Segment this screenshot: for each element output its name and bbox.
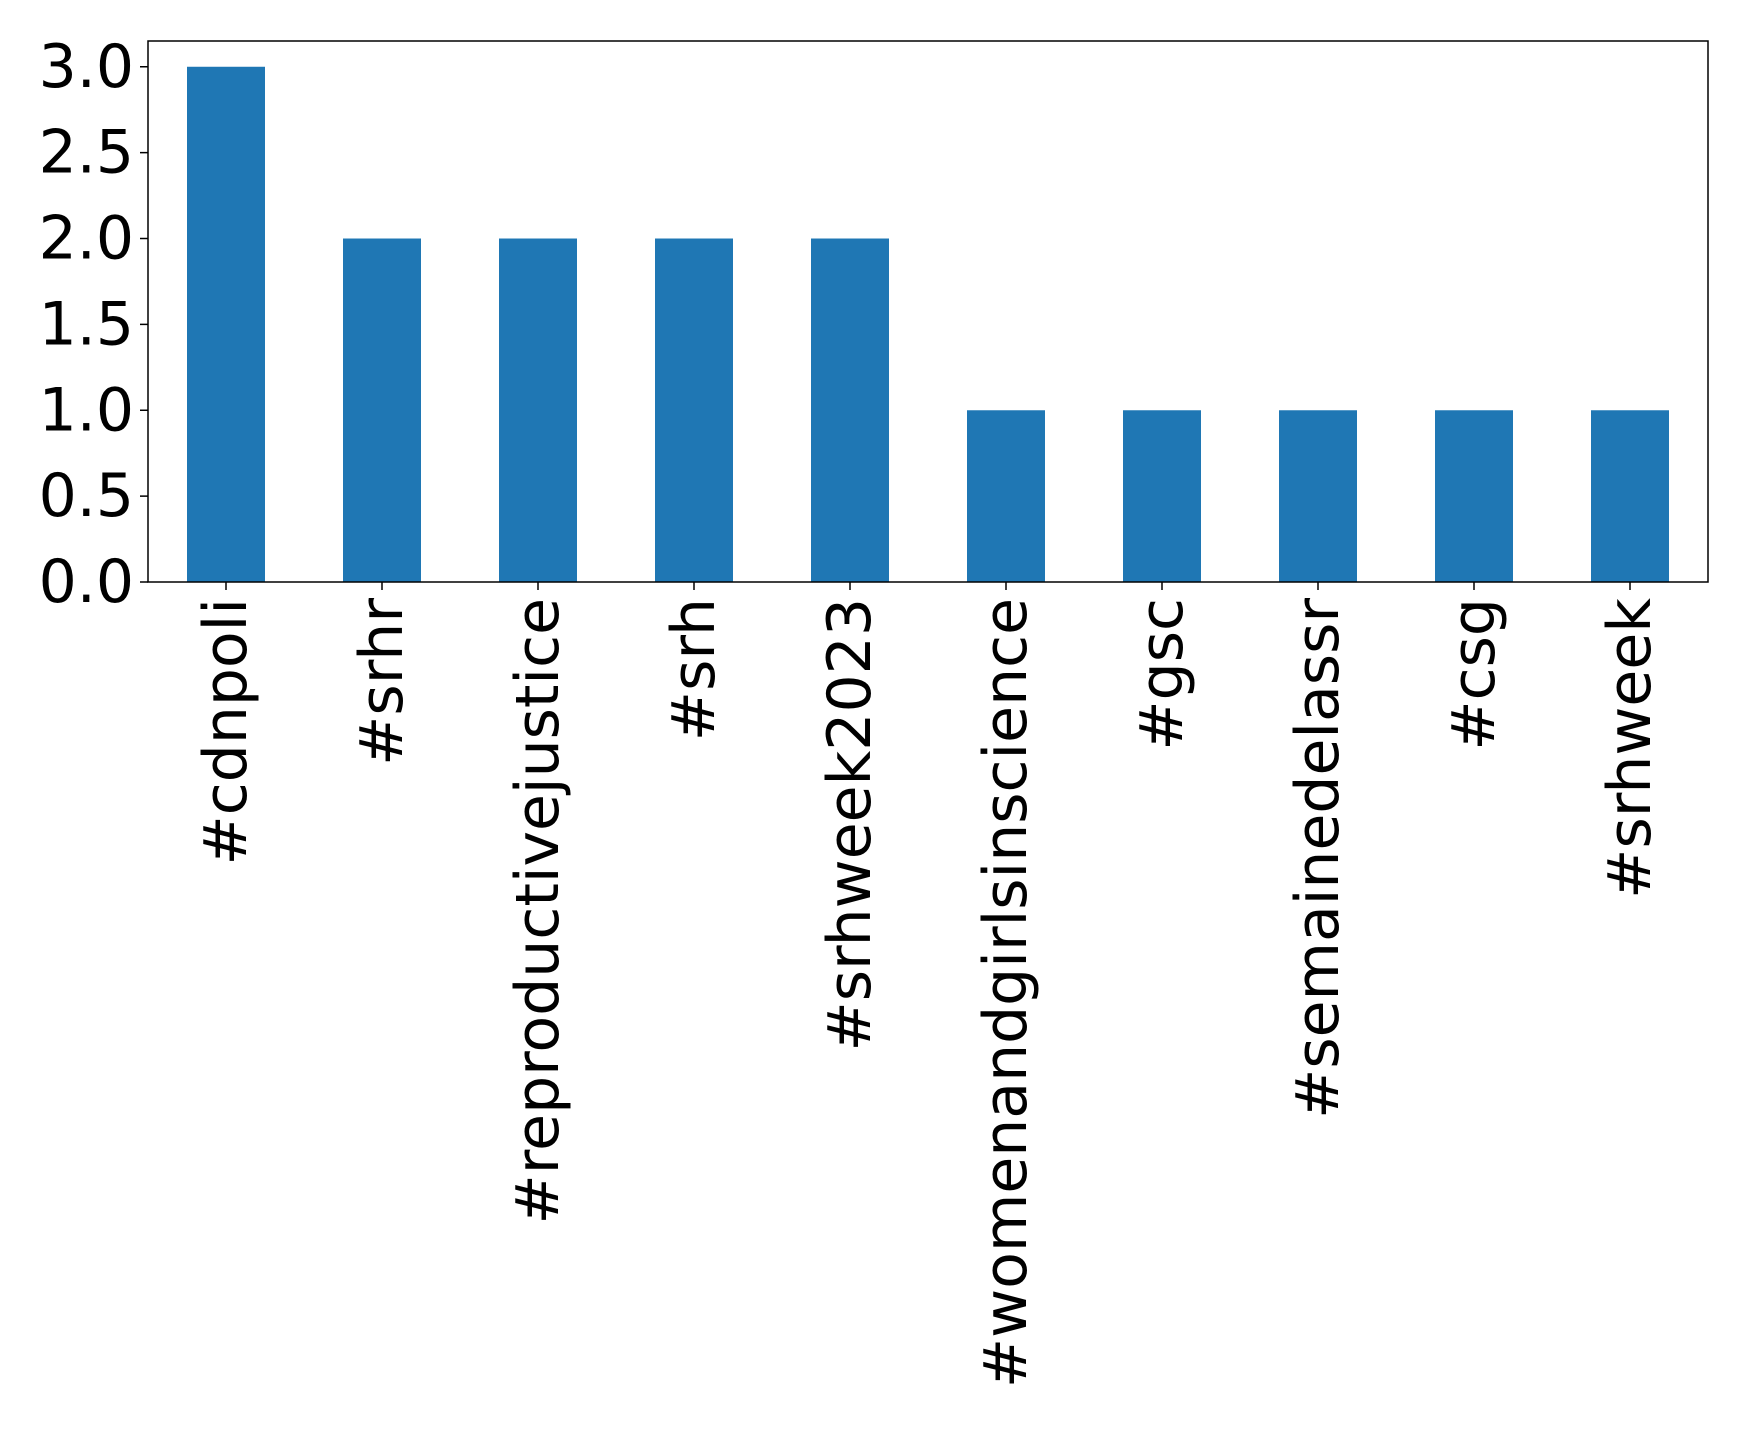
y-tick-label: 3.0 — [39, 32, 134, 102]
bar — [187, 66, 265, 582]
y-tick-label: 2.5 — [39, 118, 134, 188]
bar — [343, 238, 421, 582]
bar — [967, 410, 1045, 582]
bar — [1123, 410, 1201, 582]
x-tick-label: #gsc — [1127, 598, 1197, 751]
x-tick-label: #srhweek — [1595, 598, 1665, 899]
y-tick-label: 1.5 — [39, 289, 134, 359]
y-tick-label: 0.5 — [39, 461, 134, 531]
x-tick-label: #cdnpoli — [191, 598, 261, 866]
x-tick-label: #csg — [1439, 598, 1509, 751]
y-tick-label: 0.0 — [39, 547, 134, 617]
bar — [499, 238, 577, 582]
y-tick-label: 2.0 — [39, 204, 134, 274]
bar — [1435, 410, 1513, 582]
bar — [1591, 410, 1669, 582]
x-tick-label: #reproductivejustice — [503, 598, 573, 1224]
x-tick-label: #srh — [659, 598, 729, 741]
plot-frame — [147, 40, 1709, 583]
y-tick-label: 1.0 — [39, 375, 134, 445]
bar — [655, 238, 733, 582]
x-tick-label: #semainedelassr — [1283, 598, 1353, 1119]
x-tick-label: #srhweek2023 — [815, 598, 885, 1052]
x-tick-label: #womenandgirlsinscience — [971, 598, 1041, 1388]
bar — [1279, 410, 1357, 582]
x-tick-label: #srhr — [347, 598, 417, 766]
bar — [811, 238, 889, 582]
